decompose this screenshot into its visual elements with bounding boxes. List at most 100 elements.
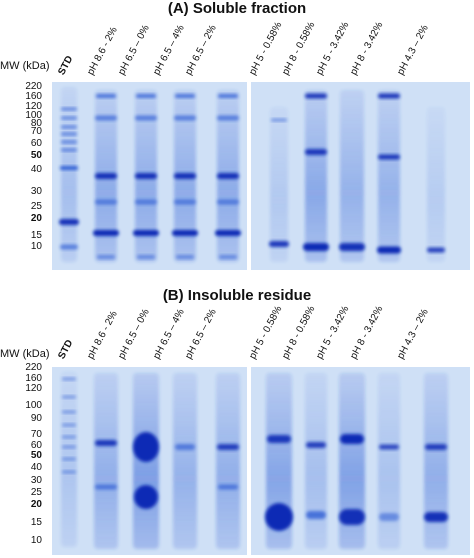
mw-marker-60: 60 [30, 440, 42, 451]
lane-label: pH 6.5 – 0% [116, 307, 152, 361]
lane-smear [427, 107, 445, 262]
mw-marker-220: 220 [25, 362, 42, 373]
gel-band [176, 255, 194, 259]
mw-marker-10: 10 [30, 535, 42, 546]
gel-band [174, 173, 196, 179]
mw-marker-100: 100 [25, 400, 42, 411]
gel-band [218, 484, 238, 490]
gel-band [218, 94, 238, 98]
gel-band [62, 435, 76, 439]
mw-marker-160: 160 [25, 373, 42, 384]
gel-band [271, 118, 287, 122]
lane-label: pH 8.6 - 2% [85, 309, 120, 361]
mw-marker-15: 15 [30, 230, 42, 241]
mw-marker-30: 30 [30, 475, 42, 486]
gel-band [306, 442, 326, 448]
lane-smear [61, 87, 77, 262]
gel-band [62, 395, 76, 399]
gel-band [95, 440, 117, 446]
gel-band [339, 243, 365, 251]
mw-marker-120: 120 [25, 101, 42, 112]
gel-band [62, 470, 76, 474]
gel-band [135, 173, 157, 179]
lane-label-std: STD [56, 54, 76, 77]
lane-label: pH 6.5 – 2% [183, 307, 219, 361]
gel-band [377, 246, 401, 254]
mw-marker-60: 60 [30, 138, 42, 149]
lane-smear [339, 373, 365, 549]
gel-band [269, 241, 289, 247]
gel-band [59, 219, 79, 225]
mw-marker-40: 40 [30, 462, 42, 473]
gel-band [137, 255, 155, 259]
mw-marker-70: 70 [30, 126, 42, 137]
lane-label: pH 5 - 0.58% [247, 20, 285, 77]
gel-band [217, 444, 239, 450]
gel-band [62, 410, 76, 414]
mw-marker-220: 220 [25, 81, 42, 92]
gel-band [61, 116, 77, 120]
lane-smear [173, 373, 197, 549]
mw-marker-30: 30 [30, 186, 42, 197]
gel-band [172, 230, 198, 236]
lane-label: pH 8 - 3.42% [348, 304, 386, 361]
gel-band [303, 243, 329, 251]
lane-smear [94, 373, 118, 549]
gel-band [378, 93, 400, 99]
lane-smear [270, 107, 288, 262]
gel-band [339, 509, 365, 525]
mw-marker-25: 25 [30, 201, 42, 212]
lane-label: pH 6.5 – 2% [183, 23, 219, 77]
gel-band [61, 140, 77, 144]
mw-marker-70: 70 [30, 429, 42, 440]
gel-band [95, 484, 117, 490]
gel-band [95, 173, 117, 179]
lane-label: pH 8 - 0.58% [280, 20, 318, 77]
gel-band [135, 115, 157, 121]
mw-marker-40: 40 [30, 164, 42, 175]
gel-band [175, 94, 195, 98]
gel-band [424, 512, 448, 522]
mw-marker-90: 90 [30, 413, 42, 424]
lane-smear [305, 373, 327, 549]
lane-label: pH 4.3 – 2% [395, 307, 431, 361]
gel-band [135, 199, 157, 205]
gel-band [136, 94, 156, 98]
panel-b-gel-image [52, 367, 470, 555]
gel-band [174, 115, 196, 121]
gel-band [61, 148, 77, 152]
gel-band [97, 255, 115, 259]
panel-b-mw-header: MW (kDa) [0, 348, 50, 360]
panel-a-mw-header: MW (kDa) [0, 60, 50, 72]
gel-band [95, 199, 117, 205]
gel-band [215, 230, 241, 236]
lane-label: pH 6.5 – 4% [151, 307, 187, 361]
panel-a-title: (A) Soluble fraction [167, 0, 307, 17]
mw-marker-20: 20 [30, 213, 42, 224]
gel-band [265, 503, 293, 531]
gel-band [61, 107, 77, 111]
mw-marker-120: 120 [25, 383, 42, 394]
lane-smear [305, 90, 327, 262]
gel-band [427, 247, 445, 253]
gel-band [217, 173, 239, 179]
gel-band [62, 445, 76, 449]
gel-band [305, 149, 327, 155]
gel-band [62, 377, 76, 381]
gel-band [379, 513, 399, 521]
gel-band [267, 435, 291, 443]
mw-marker-20: 20 [30, 499, 42, 510]
gel-band [305, 93, 327, 99]
gel-band [60, 244, 78, 250]
lane-label: pH 4.3 – 2% [395, 23, 431, 77]
gel-band [219, 255, 237, 259]
gel-band [95, 115, 117, 121]
lane-label: pH 8 - 3.42% [348, 20, 386, 77]
gel-band [379, 444, 399, 450]
panel-b-title: (B) Insoluble residue [162, 287, 312, 304]
gel-band [217, 199, 239, 205]
lane-smear [424, 373, 448, 549]
gel-band [96, 94, 116, 98]
gel-band [60, 166, 78, 170]
gel-band [306, 511, 326, 519]
